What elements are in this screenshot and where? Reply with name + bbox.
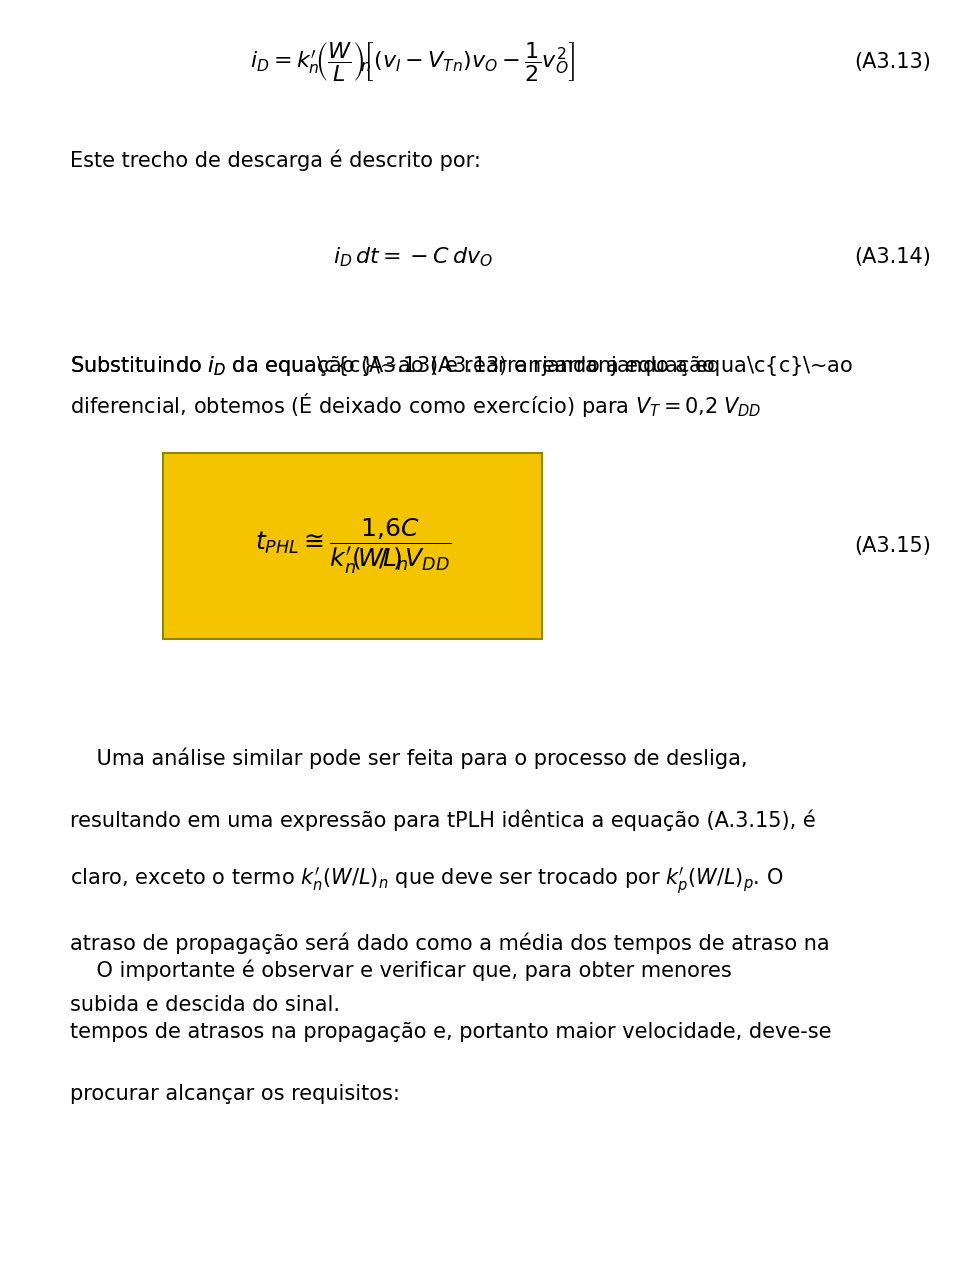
Text: $i_D = k_n^{\prime}\!\left(\dfrac{W}{L}\right)_{\!\!n}\!\!\left[(v_I - V_{Tn})v_: $i_D = k_n^{\prime}\!\left(\dfrac{W}{L}\…	[250, 40, 576, 84]
Text: $i_D\,dt = -C\,dv_O$: $i_D\,dt = -C\,dv_O$	[333, 245, 492, 269]
Text: (A3.13): (A3.13)	[854, 51, 931, 72]
FancyBboxPatch shape	[163, 454, 542, 639]
Text: resultando em uma expressão para tPLH idêntica a equação (A.3.15), é: resultando em uma expressão para tPLH id…	[70, 810, 816, 830]
Text: (A3.15): (A3.15)	[854, 536, 931, 556]
Text: atraso de propagação será dado como a média dos tempos de atraso na: atraso de propagação será dado como a mé…	[70, 933, 829, 953]
Text: Uma análise similar pode ser feita para o processo de desliga,: Uma análise similar pode ser feita para …	[70, 748, 748, 768]
Text: procurar alcançar os requisitos:: procurar alcançar os requisitos:	[70, 1083, 400, 1104]
Text: diferencial, obtemos (É deixado como exercício) para $V_T = 0{,}2\;V_{DD}$: diferencial, obtemos (É deixado como exe…	[70, 391, 761, 419]
Text: Substituindo $i_D$ da equação (A3.13) e rearranjando a equação: Substituindo $i_D$ da equação (A3.13) e …	[70, 355, 715, 378]
Text: Este trecho de descarga é descrito por:: Este trecho de descarga é descrito por:	[70, 150, 481, 171]
Text: subida e descida do sinal.: subida e descida do sinal.	[70, 995, 340, 1015]
Text: claro, exceto o termo $k_n^{\prime}(W/L)_n$ que deve ser trocado por $k_p^{\prim: claro, exceto o termo $k_n^{\prime}(W/L)…	[70, 866, 783, 897]
Text: tempos de atrasos na propagação e, portanto maior velocidade, deve-se: tempos de atrasos na propagação e, porta…	[70, 1022, 831, 1042]
Text: Substituindo $i_D$ da equa\c{c}\~ao (A3.13) e rearranjando a equa\c{c}\~ao: Substituindo $i_D$ da equa\c{c}\~ao (A3.…	[70, 355, 853, 378]
Text: (A3.14): (A3.14)	[854, 247, 931, 267]
Text: $t_{PHL} \cong \dfrac{1{,}6C}{k_n^{\prime}\!\left(\!W\!/\!L\!\right)_{\!\!n}\! V: $t_{PHL} \cong \dfrac{1{,}6C}{k_n^{\prim…	[254, 517, 451, 576]
Text: O importante é observar e verificar que, para obter menores: O importante é observar e verificar que,…	[70, 960, 732, 980]
